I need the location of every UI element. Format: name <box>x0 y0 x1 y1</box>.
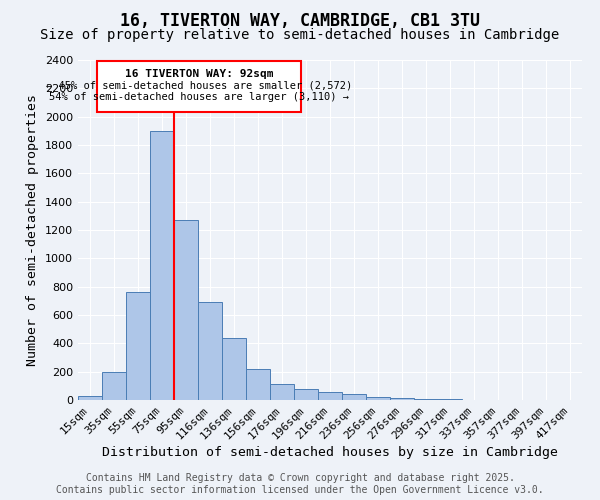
Bar <box>222 338 246 400</box>
Bar <box>366 397 390 400</box>
FancyBboxPatch shape <box>97 62 301 112</box>
Y-axis label: Number of semi-detached properties: Number of semi-detached properties <box>26 94 40 366</box>
Bar <box>318 392 342 400</box>
Text: 16, TIVERTON WAY, CAMBRIDGE, CB1 3TU: 16, TIVERTON WAY, CAMBRIDGE, CB1 3TU <box>120 12 480 30</box>
Bar <box>102 372 126 400</box>
Bar <box>390 398 414 400</box>
Bar <box>150 131 174 400</box>
Bar <box>246 369 270 400</box>
Bar <box>270 384 294 400</box>
Text: 16 TIVERTON WAY: 92sqm: 16 TIVERTON WAY: 92sqm <box>125 69 274 79</box>
Text: ← 45% of semi-detached houses are smaller (2,572): ← 45% of semi-detached houses are smalle… <box>46 80 352 90</box>
Bar <box>198 302 222 400</box>
Bar <box>342 394 366 400</box>
Text: Size of property relative to semi-detached houses in Cambridge: Size of property relative to semi-detach… <box>40 28 560 42</box>
Bar <box>294 390 318 400</box>
Bar <box>126 292 150 400</box>
Bar <box>174 220 198 400</box>
Text: Contains HM Land Registry data © Crown copyright and database right 2025.
Contai: Contains HM Land Registry data © Crown c… <box>56 474 544 495</box>
Bar <box>414 399 438 400</box>
X-axis label: Distribution of semi-detached houses by size in Cambridge: Distribution of semi-detached houses by … <box>102 446 558 459</box>
Text: 54% of semi-detached houses are larger (3,110) →: 54% of semi-detached houses are larger (… <box>49 92 349 102</box>
Bar <box>78 396 102 400</box>
